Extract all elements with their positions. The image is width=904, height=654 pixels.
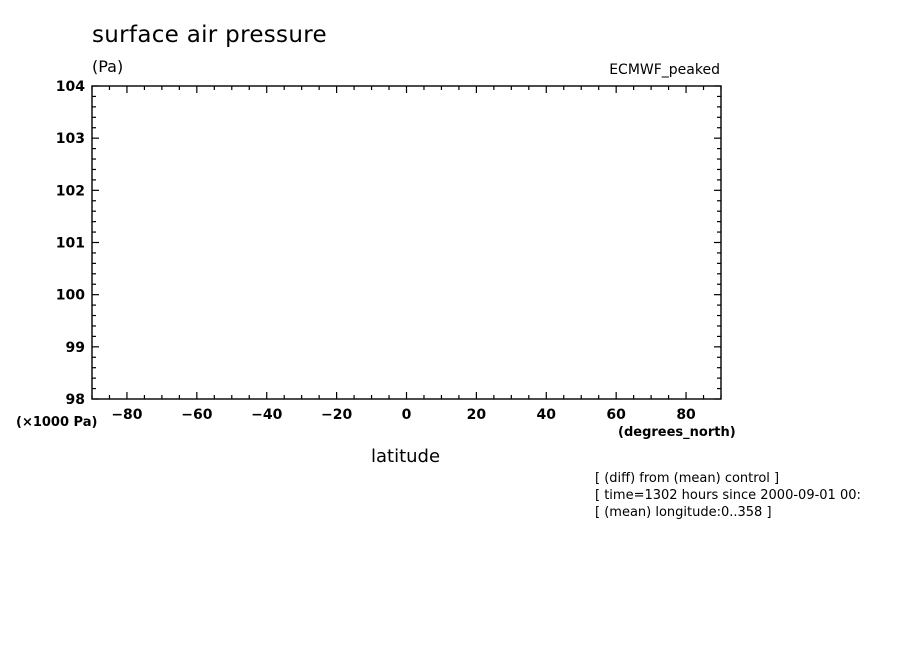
y-tick-label: 103: [56, 131, 85, 147]
dataset-label: ECMWF_peaked: [609, 62, 720, 78]
note-line: [ (diff) from (mean) control ]: [595, 471, 780, 486]
y-tick-label: 98: [66, 392, 85, 408]
plot-frame: [91, 85, 722, 400]
axis-ticks: [91, 85, 722, 400]
y-tick-label: 102: [56, 183, 85, 199]
y-tick-label: 99: [66, 340, 85, 356]
x-tick-label: 60: [606, 407, 626, 423]
x-tick-label: −60: [181, 407, 212, 423]
x-tick-label: 40: [537, 407, 557, 423]
x-tick-label: −20: [321, 407, 352, 423]
units-label: (Pa): [92, 57, 124, 76]
y-axis-unit-label: (×1000 Pa): [16, 415, 98, 430]
x-tick-label: 20: [467, 407, 487, 423]
x-tick-label: 0: [402, 407, 412, 423]
x-axis-label: latitude: [371, 446, 441, 467]
y-tick-label: 100: [56, 288, 85, 304]
x-tick-label: 80: [676, 407, 696, 423]
y-tick-labels: 98 99 100 101 102 103 104: [56, 79, 85, 408]
y-tick-label: 101: [56, 236, 85, 252]
note-line: [ (mean) longitude:0..358 ]: [595, 505, 772, 520]
x-tick-label: −40: [251, 407, 282, 423]
x-axis-unit-label: (degrees_north): [618, 425, 736, 440]
x-tick-labels: −80 −60 −40 −20 0 20 40 60 80: [111, 407, 696, 423]
y-tick-label: 104: [56, 79, 85, 95]
annotation-notes: [ (diff) from (mean) control ] [ time=13…: [595, 470, 861, 521]
chart-title: surface air pressure: [92, 22, 327, 48]
note-line: [ time=1302 hours since 2000-09-01 00:: [595, 488, 861, 503]
x-tick-label: −80: [111, 407, 142, 423]
